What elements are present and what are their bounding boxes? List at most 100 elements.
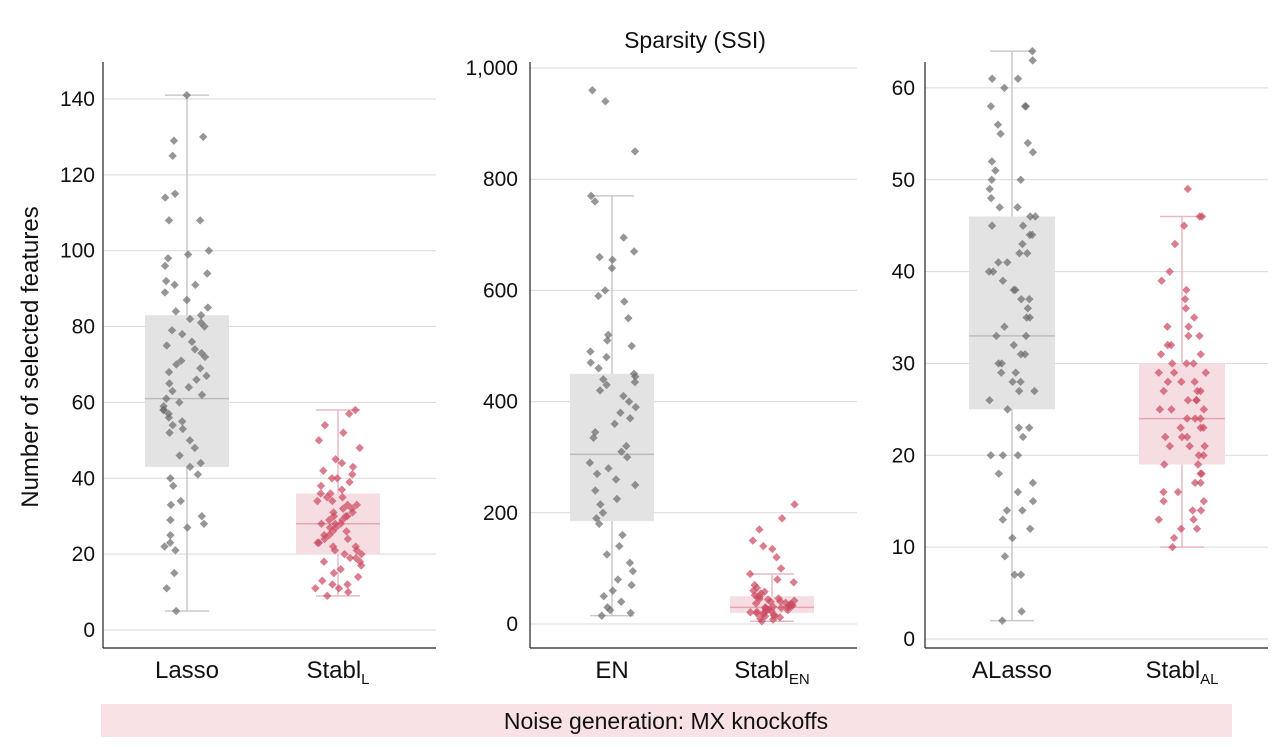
data-point bbox=[341, 512, 350, 521]
data-point bbox=[628, 566, 638, 576]
data-point bbox=[987, 157, 997, 166]
data-point bbox=[1016, 350, 1026, 359]
data-point bbox=[1196, 469, 1205, 478]
data-point bbox=[183, 523, 192, 532]
data-point bbox=[1016, 175, 1025, 184]
data-point bbox=[1180, 294, 1190, 304]
data-point bbox=[351, 542, 360, 551]
data-point bbox=[987, 221, 997, 230]
data-point bbox=[197, 390, 207, 400]
data-point bbox=[190, 443, 199, 453]
data-point bbox=[177, 417, 187, 426]
data-point bbox=[167, 326, 177, 335]
data-point bbox=[1156, 350, 1166, 359]
data-point bbox=[1165, 267, 1174, 276]
data-point bbox=[1159, 487, 1168, 497]
data-point bbox=[1159, 497, 1168, 506]
data-point bbox=[612, 494, 622, 504]
data-point bbox=[171, 546, 180, 555]
data-point bbox=[328, 542, 338, 551]
data-point bbox=[748, 536, 758, 545]
data-point bbox=[1195, 331, 1204, 341]
data-point bbox=[1196, 423, 1205, 432]
y-tick-label: 20 bbox=[892, 444, 915, 467]
data-point bbox=[592, 469, 602, 479]
data-point bbox=[759, 541, 768, 551]
data-point bbox=[627, 580, 636, 590]
data-point bbox=[599, 592, 608, 601]
data-point bbox=[586, 347, 595, 356]
data-point bbox=[355, 443, 364, 453]
y-tick-label: 800 bbox=[483, 168, 518, 191]
data-point bbox=[162, 394, 171, 403]
data-point bbox=[1154, 515, 1164, 524]
data-point bbox=[316, 481, 326, 491]
data-point bbox=[1002, 506, 1012, 515]
data-point bbox=[1008, 533, 1017, 543]
data-point bbox=[618, 530, 627, 540]
data-point bbox=[1000, 322, 1009, 331]
data-point bbox=[170, 568, 179, 578]
y-tick-label: 40 bbox=[892, 261, 915, 284]
data-point bbox=[1011, 368, 1020, 377]
data-point bbox=[602, 352, 611, 362]
y-tick-label: 60 bbox=[892, 77, 915, 100]
data-point bbox=[1190, 414, 1200, 423]
data-point bbox=[1015, 249, 1024, 258]
data-point bbox=[629, 369, 639, 378]
data-point bbox=[314, 538, 324, 547]
data-point bbox=[755, 525, 764, 534]
data-point bbox=[994, 469, 1003, 478]
data-point bbox=[1199, 451, 1208, 460]
data-point bbox=[165, 538, 175, 547]
y-tick-label: 0 bbox=[83, 619, 95, 642]
data-point bbox=[588, 86, 597, 95]
data-point bbox=[1182, 414, 1192, 423]
data-point bbox=[1013, 451, 1023, 460]
data-point bbox=[620, 297, 629, 306]
y-tick-label: 40 bbox=[72, 467, 95, 490]
data-point bbox=[595, 252, 604, 262]
data-point bbox=[604, 330, 613, 340]
data-point bbox=[1201, 368, 1210, 377]
data-point bbox=[629, 247, 639, 256]
data-point bbox=[596, 500, 605, 509]
data-point bbox=[1020, 102, 1030, 111]
iqr-box bbox=[145, 315, 229, 467]
data-point bbox=[625, 414, 635, 423]
data-point bbox=[623, 453, 632, 462]
data-point bbox=[340, 549, 349, 559]
data-point bbox=[1030, 386, 1039, 396]
x-category-label: ALasso bbox=[972, 657, 1052, 684]
data-point bbox=[197, 512, 206, 521]
data-point bbox=[191, 280, 200, 290]
data-point bbox=[200, 322, 209, 331]
panel-1: 0 20 40 60 80 100 120 140 Lasso StablL bbox=[60, 62, 436, 688]
data-point bbox=[1027, 230, 1037, 240]
data-point bbox=[1194, 451, 1204, 460]
data-point bbox=[591, 486, 600, 495]
data-point bbox=[594, 291, 603, 301]
data-point bbox=[992, 331, 1001, 341]
data-point bbox=[1018, 432, 1028, 442]
data-point bbox=[991, 166, 1000, 175]
data-point bbox=[202, 371, 211, 381]
data-point bbox=[756, 614, 765, 623]
data-point bbox=[790, 500, 799, 509]
y-tick-label: 0 bbox=[506, 613, 518, 636]
data-point bbox=[630, 377, 640, 387]
y-tick-label: 50 bbox=[892, 169, 915, 192]
y-tick-label: 60 bbox=[72, 391, 95, 414]
data-point bbox=[1023, 138, 1033, 148]
data-point bbox=[1028, 478, 1038, 488]
data-point bbox=[1013, 203, 1022, 212]
data-point bbox=[313, 496, 322, 506]
data-point bbox=[319, 557, 329, 566]
data-point bbox=[343, 580, 352, 589]
data-point bbox=[170, 189, 180, 198]
data-point bbox=[1028, 148, 1038, 157]
data-point bbox=[1183, 184, 1193, 194]
data-point bbox=[994, 258, 1003, 267]
data-point bbox=[594, 364, 603, 373]
